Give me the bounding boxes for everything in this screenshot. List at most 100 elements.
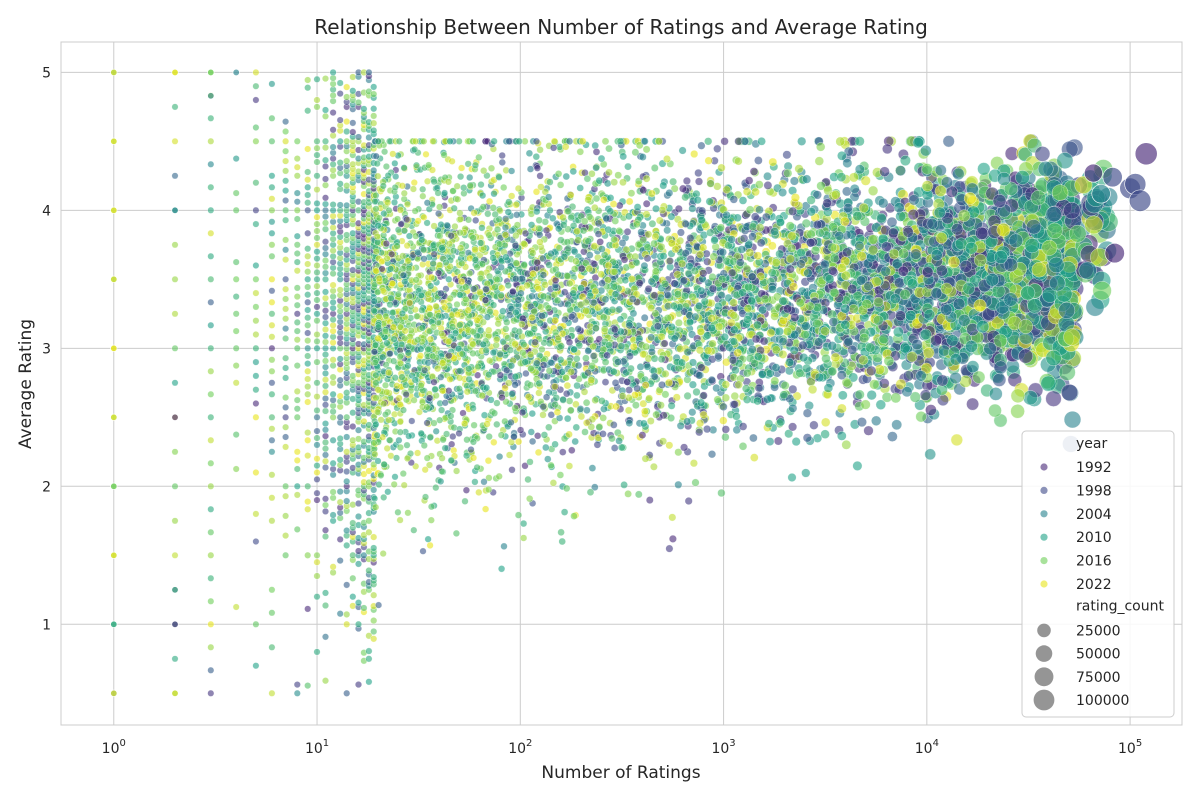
scatter-point	[350, 120, 357, 127]
scatter-point	[304, 192, 311, 199]
scatter-point	[390, 358, 397, 365]
scatter-point	[282, 187, 289, 194]
scatter-point	[322, 364, 329, 371]
scatter-point	[294, 388, 301, 395]
scatter-point	[427, 434, 434, 441]
scatter-point	[355, 427, 362, 434]
scatter-point	[322, 445, 329, 452]
scatter-point	[208, 667, 214, 673]
scatter-point	[644, 363, 651, 370]
scatter-point	[605, 145, 612, 152]
scatter-point	[605, 169, 612, 176]
scatter-point	[421, 367, 428, 374]
scatter-point	[233, 604, 240, 611]
scatter-point	[583, 399, 590, 406]
scatter-point	[350, 593, 357, 600]
scatter-point	[322, 295, 329, 302]
scatter-point	[253, 359, 260, 366]
scatter-point	[816, 142, 825, 151]
scatter-point	[208, 115, 214, 121]
scatter-point	[337, 287, 344, 294]
scatter-point	[343, 527, 350, 534]
scatter-point	[269, 495, 276, 502]
scatter-point	[282, 513, 289, 520]
scatter-point	[282, 256, 289, 263]
scatter-point	[269, 253, 276, 260]
scatter-point	[350, 129, 357, 136]
scatter-point	[304, 107, 311, 114]
scatter-point	[330, 460, 337, 467]
scatter-point	[646, 496, 653, 503]
scatter-point	[380, 550, 387, 557]
scatter-point	[666, 189, 673, 196]
scatter-point	[382, 382, 389, 389]
scatter-point	[294, 198, 301, 205]
scatter-point	[253, 304, 260, 311]
scatter-point	[208, 621, 214, 627]
scatter-point	[322, 320, 329, 327]
scatter-point	[900, 155, 910, 165]
scatter-point	[282, 197, 289, 204]
scatter-point	[628, 190, 635, 197]
scatter-point	[545, 424, 552, 431]
scatter-point	[568, 447, 575, 454]
scatter-point	[662, 370, 669, 377]
scatter-point	[304, 360, 311, 367]
scatter-point	[322, 533, 329, 540]
scatter-point	[314, 248, 321, 255]
scatter-point	[695, 178, 703, 186]
scatter-point	[395, 509, 402, 516]
scatter-point	[322, 251, 329, 258]
scatter-point	[669, 535, 676, 542]
scatter-point	[556, 245, 563, 252]
scatter-point	[314, 290, 321, 297]
scatter-point	[488, 165, 495, 172]
scatter-point	[951, 434, 963, 446]
scatter-point	[337, 488, 344, 495]
scatter-point	[208, 368, 214, 374]
scatter-point	[423, 151, 430, 158]
scatter-point	[282, 286, 289, 293]
scatter-point	[422, 466, 429, 473]
scatter-point	[172, 345, 178, 351]
scatter-point	[540, 362, 547, 369]
scatter-point	[322, 358, 329, 365]
scatter-point	[355, 621, 362, 628]
scatter-point	[253, 276, 260, 283]
scatter-point	[330, 437, 337, 444]
scatter-point	[314, 159, 321, 166]
scatter-point	[269, 334, 276, 341]
scatter-point	[355, 134, 362, 141]
scatter-point	[322, 402, 329, 409]
scatter-point	[304, 84, 311, 91]
scatter-point	[641, 314, 648, 321]
scatter-point	[253, 373, 260, 380]
scatter-point	[337, 536, 344, 543]
scatter-point	[519, 409, 526, 416]
scatter-point	[304, 245, 311, 252]
scatter-point	[689, 205, 697, 213]
scatter-point	[294, 233, 301, 240]
scatter-point	[383, 163, 390, 170]
scatter-point	[294, 267, 301, 274]
scatter-point	[608, 435, 615, 442]
scatter-point	[330, 144, 337, 151]
scatter-point	[208, 391, 214, 397]
scatter-point	[322, 257, 329, 264]
scatter-point	[463, 487, 470, 494]
scatter-point	[752, 188, 760, 196]
scatter-point	[282, 148, 289, 155]
scatter-point	[783, 151, 791, 159]
scatter-point	[432, 484, 439, 491]
scatter-point	[172, 552, 178, 558]
scatter-point	[454, 196, 461, 203]
scatter-point	[703, 425, 711, 433]
scatter-point	[673, 394, 681, 402]
scatter-point	[294, 405, 301, 412]
scatter-point	[322, 238, 329, 245]
scatter-point	[648, 334, 655, 341]
scatter-point	[397, 517, 404, 524]
scatter-point	[391, 481, 398, 488]
scatter-point	[294, 397, 301, 404]
scatter-point	[294, 164, 301, 171]
